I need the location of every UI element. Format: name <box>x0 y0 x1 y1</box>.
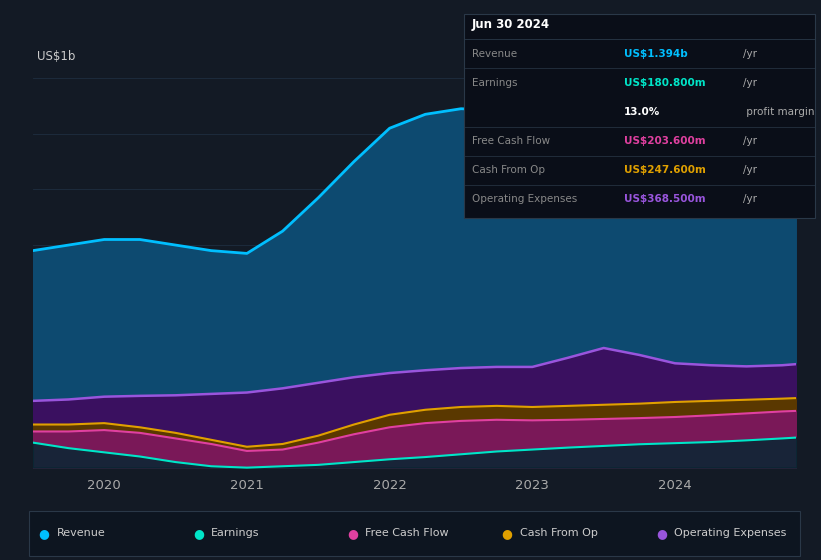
Text: ●: ● <box>39 526 49 540</box>
Text: US$203.600m: US$203.600m <box>624 136 705 146</box>
Text: Free Cash Flow: Free Cash Flow <box>365 528 449 538</box>
Text: US$247.600m: US$247.600m <box>624 165 706 175</box>
Text: /yr: /yr <box>743 49 757 59</box>
Text: /yr: /yr <box>743 78 757 88</box>
Text: Operating Expenses: Operating Expenses <box>674 528 787 538</box>
Text: US$0: US$0 <box>37 447 67 460</box>
Text: Revenue: Revenue <box>472 49 517 59</box>
Text: US$180.800m: US$180.800m <box>624 78 705 88</box>
Text: Jun 30 2024: Jun 30 2024 <box>472 18 550 31</box>
Text: /yr: /yr <box>743 194 757 204</box>
Text: Free Cash Flow: Free Cash Flow <box>472 136 550 146</box>
Text: US$1b: US$1b <box>37 49 75 63</box>
Text: US$368.500m: US$368.500m <box>624 194 705 204</box>
Text: ●: ● <box>193 526 204 540</box>
Text: Earnings: Earnings <box>211 528 259 538</box>
Text: ●: ● <box>656 526 667 540</box>
Text: /yr: /yr <box>743 136 757 146</box>
Text: 13.0%: 13.0% <box>624 107 660 117</box>
Text: ●: ● <box>502 526 512 540</box>
Text: Earnings: Earnings <box>472 78 517 88</box>
Text: /yr: /yr <box>743 165 757 175</box>
Text: profit margin: profit margin <box>743 107 814 117</box>
Text: Revenue: Revenue <box>57 528 105 538</box>
Text: Cash From Op: Cash From Op <box>472 165 545 175</box>
Text: US$1.394b: US$1.394b <box>624 49 688 59</box>
Text: ●: ● <box>347 526 358 540</box>
Text: Operating Expenses: Operating Expenses <box>472 194 577 204</box>
Text: Cash From Op: Cash From Op <box>520 528 598 538</box>
